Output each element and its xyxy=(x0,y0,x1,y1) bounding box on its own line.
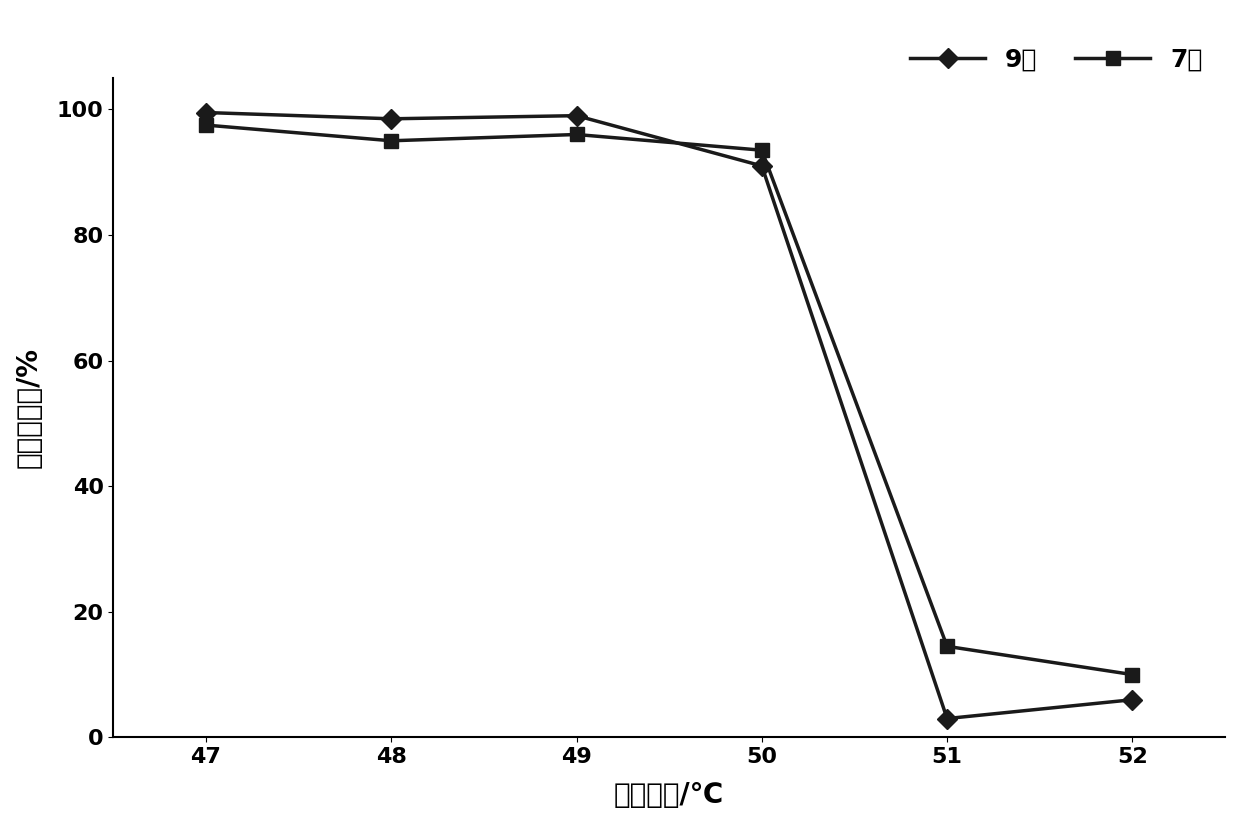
7湘 xyxy=(569,129,584,139)
Line: 9芙: 9芙 xyxy=(200,105,1140,725)
7湘 xyxy=(384,136,399,146)
7湘 xyxy=(754,145,769,155)
9芙 xyxy=(198,108,213,118)
Line: 7湘: 7湘 xyxy=(200,118,1140,681)
9芙 xyxy=(1125,695,1140,705)
Legend: 9芙, 7湘: 9芙, 7湘 xyxy=(900,38,1213,82)
7湘 xyxy=(1125,670,1140,680)
9芙 xyxy=(754,161,769,171)
X-axis label: 浸渍温度/℃: 浸渍温度/℃ xyxy=(614,781,724,809)
9芙 xyxy=(384,114,399,124)
9芙 xyxy=(569,110,584,120)
Y-axis label: 蚕卵孵化率/%: 蚕卵孵化率/% xyxy=(15,347,43,468)
9芙 xyxy=(940,714,955,723)
7湘 xyxy=(198,120,213,130)
7湘 xyxy=(940,641,955,651)
